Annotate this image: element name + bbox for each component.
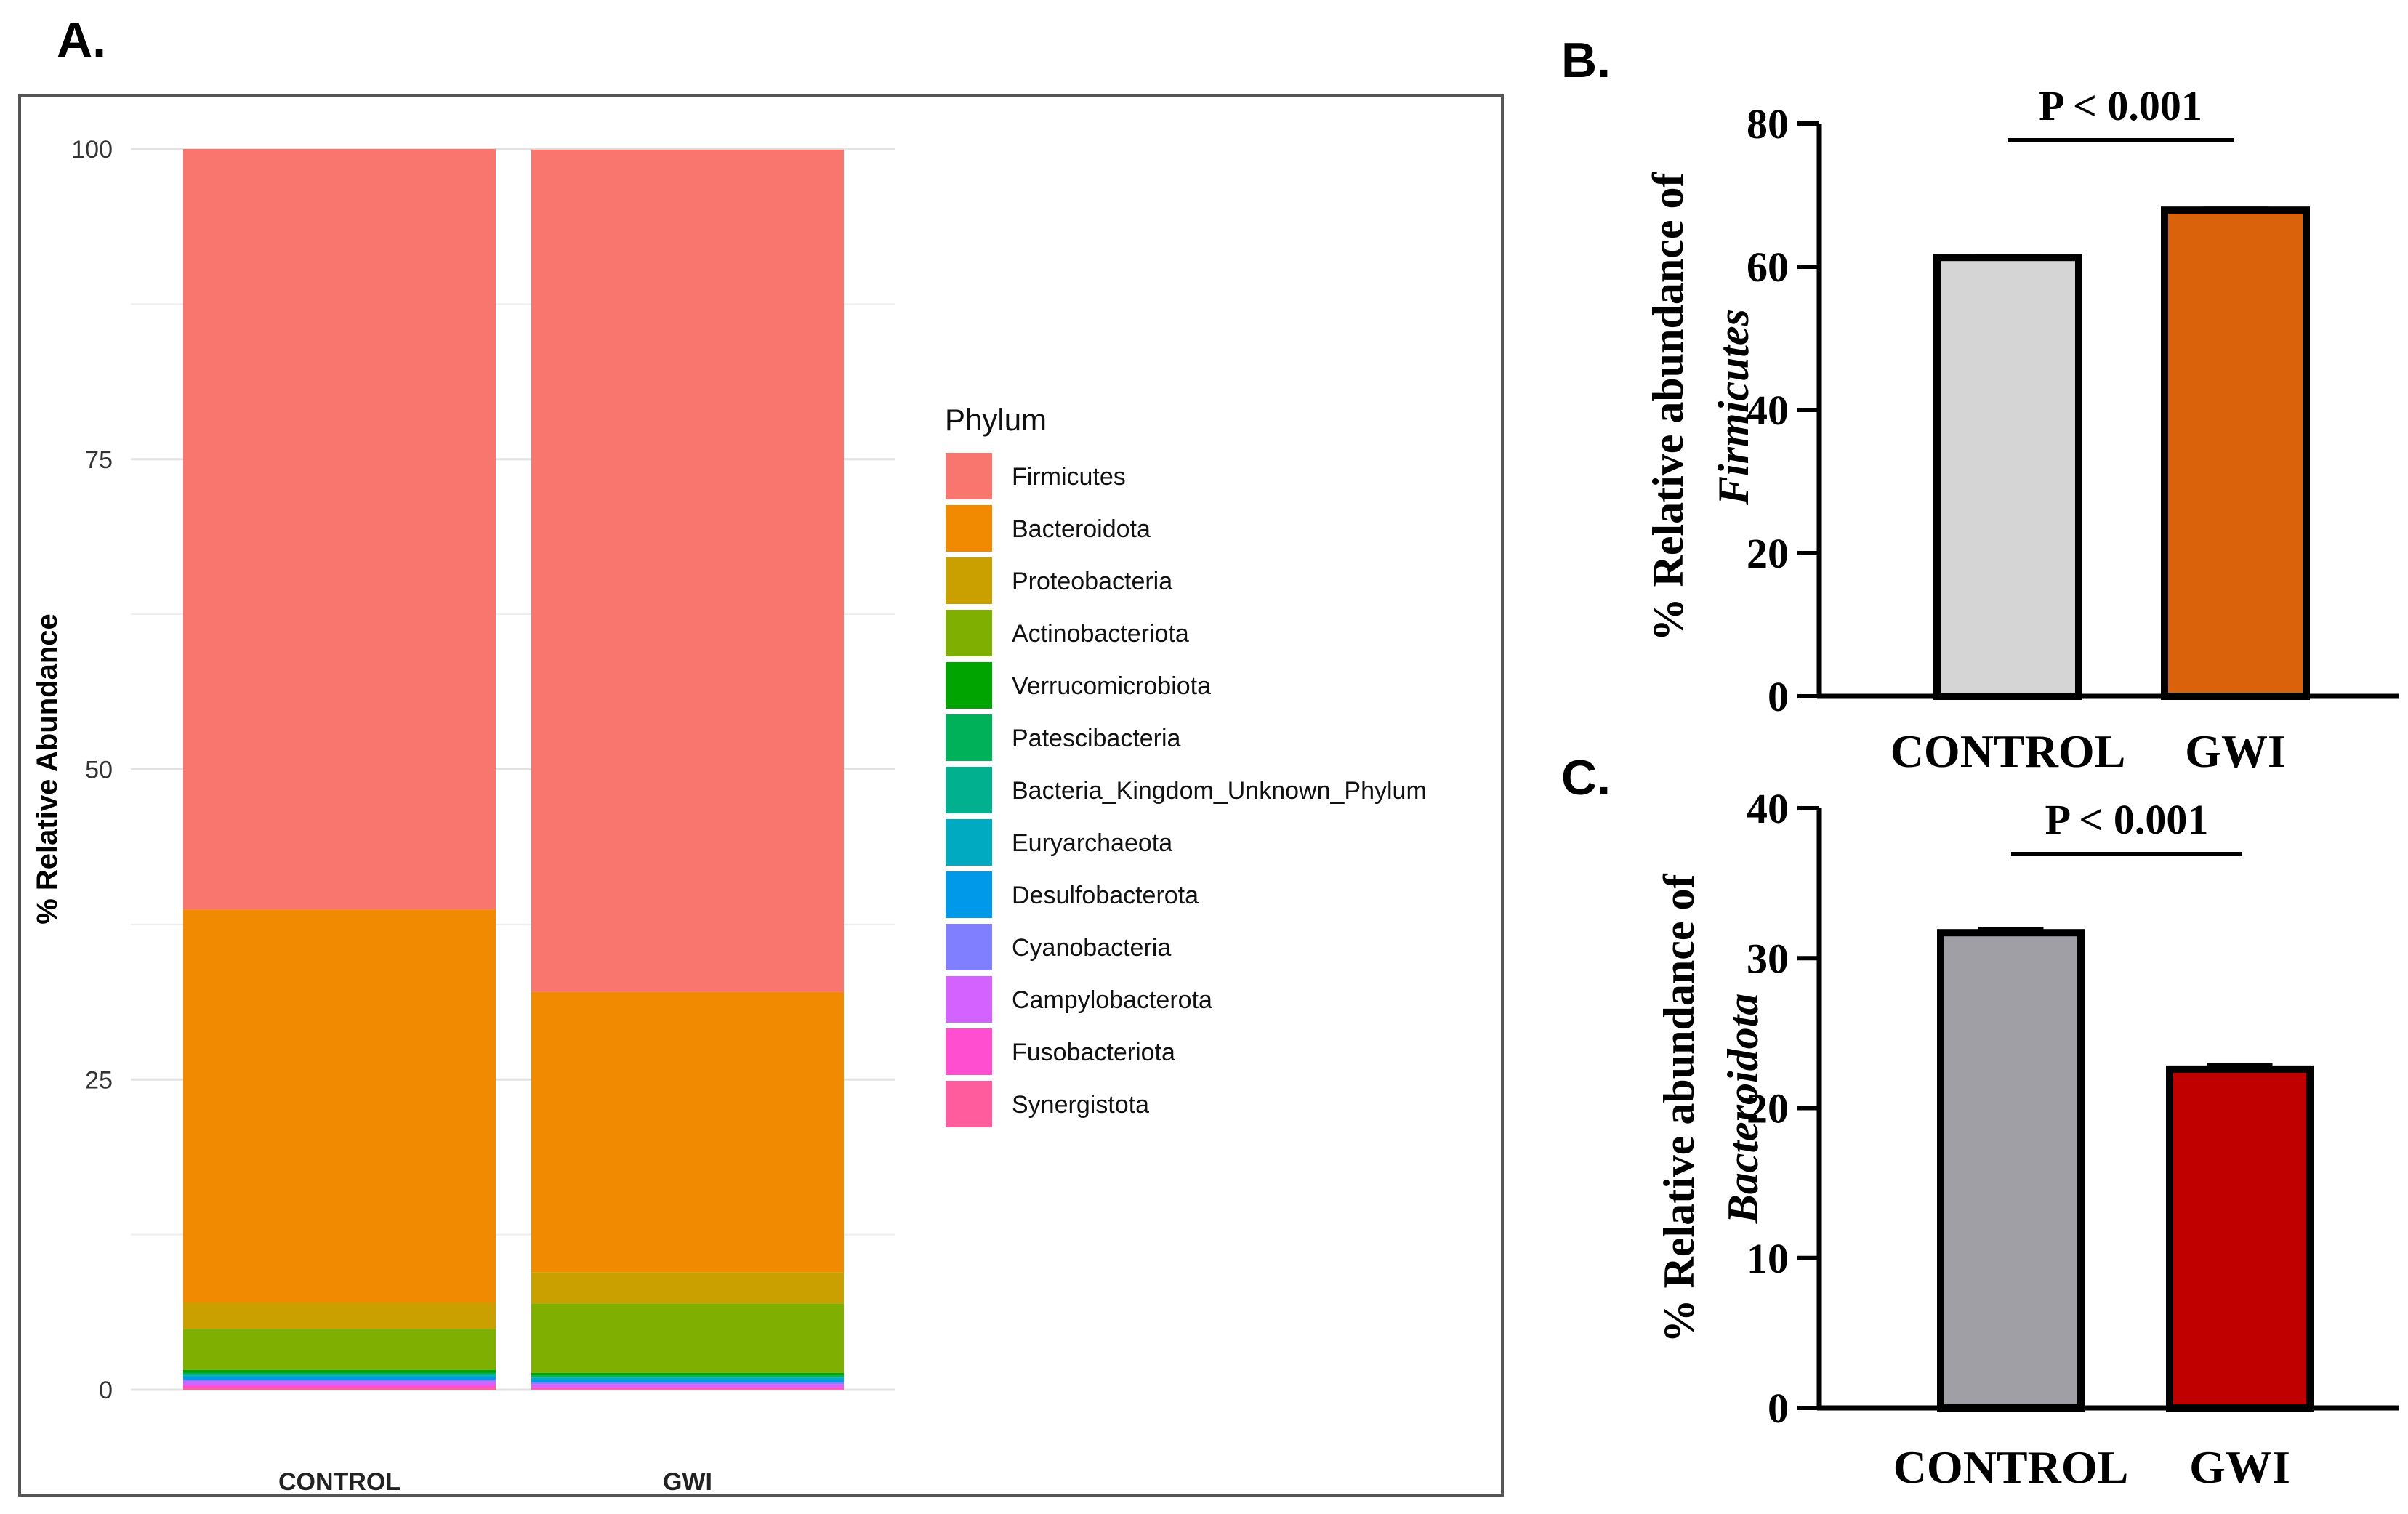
bar-segment-gwi-patescibacteria: [531, 1375, 844, 1377]
bar-segment-gwi-cyanobacteria: [531, 1382, 844, 1385]
legend-label: Patescibacteria: [1012, 725, 1181, 752]
bar-segment-control-bacteria-kingdom-unknown-phylum: [183, 1374, 496, 1376]
bar-segment-control-desulfobacterota: [183, 1377, 496, 1380]
legend-key-actinobacteriota: [944, 608, 994, 658]
y-tick-label: 10: [1747, 1235, 1789, 1282]
bar-segment-gwi-verrucomicrobiota: [531, 1372, 844, 1376]
bar-segment-control-proteobacteria: [183, 1302, 496, 1329]
bar-segment-gwi-synergistota: [531, 1389, 844, 1390]
bar-segment-control-verrucomicrobiota: [183, 1369, 496, 1373]
bar-segment-control-bacteroidota: [183, 909, 496, 1303]
legend-label: Firmicutes: [1012, 463, 1126, 491]
y-axis-label: % Relative abundance of: [1644, 172, 1692, 641]
bar-segment-control-actinobacteriota: [183, 1329, 496, 1370]
panel-a-label: A.: [57, 12, 106, 68]
panel-a-stacked-chart: 0 25 50 75 100 % Relative Abundance CONTROL GWI: [31, 136, 895, 1496]
legend-label: Proteobacteria: [1012, 568, 1172, 595]
legend-label: Cyanobacteria: [1012, 934, 1171, 962]
x-tick-label: GWI: [2189, 1441, 2290, 1493]
legend-key-patescibacteria: [944, 713, 994, 762]
y-tick-label: 60: [1747, 243, 1789, 291]
bar-segment-control-cyanobacteria: [183, 1380, 496, 1382]
legend-label: Fusobacteriota: [1012, 1039, 1175, 1066]
legend-label: Verrucomicrobiota: [1012, 672, 1211, 700]
legend-label: Synergistota: [1012, 1091, 1149, 1119]
y-tick-label: 20: [1747, 530, 1789, 577]
bar-segment-gwi-bacteria-kingdom-unknown-phylum: [531, 1377, 844, 1378]
bar-segment-gwi-firmicutes: [531, 149, 844, 992]
legend-key-fusobacteriota: [944, 1027, 994, 1076]
y-tick-label: 40: [1747, 785, 1789, 832]
x-tick-label: GWI: [2185, 725, 2286, 777]
legend-label: Euryarchaeota: [1012, 829, 1172, 857]
y-tick-label: 0: [1768, 673, 1789, 720]
y-axis-label: % Relative abundance of: [1655, 873, 1703, 1342]
legend-key-synergistota: [944, 1079, 994, 1129]
bar-segment-control-firmicutes: [183, 149, 496, 910]
bar-segment-control-euryarchaeota: [183, 1375, 496, 1377]
x-tick-label: CONTROL: [1893, 1441, 2129, 1493]
bar-segment-control-campylobacterota: [183, 1381, 496, 1386]
legend-label: Desulfobacterota: [1012, 882, 1199, 909]
x-tick-label: GWI: [663, 1468, 712, 1496]
legend-label: Actinobacteriota: [1012, 620, 1189, 648]
legend-key-proteobacteria: [944, 556, 994, 605]
legend-label: Campylobacterota: [1012, 986, 1212, 1014]
bar-segment-gwi-fusobacteriota: [531, 1387, 844, 1390]
bar-segment-control-patescibacteria: [183, 1372, 496, 1374]
bar-segment-gwi-actinobacteriota: [531, 1303, 844, 1373]
legend-title: Phylum: [945, 403, 1047, 437]
bar-control: [1937, 929, 2085, 1412]
bar-segment-gwi-euryarchaeota: [531, 1377, 844, 1380]
y-tick-label: 30: [1747, 935, 1789, 982]
bar-segment-gwi-campylobacterota: [531, 1384, 844, 1388]
y-axis-label-taxon: Bacteroidota: [1719, 994, 1767, 1225]
y-tick-label: 80: [1747, 100, 1789, 148]
legend-key-cyanobacteria: [944, 922, 994, 972]
p-value-annotation: P < 0.001: [2045, 796, 2209, 843]
panel-c-label: C.: [1561, 750, 1611, 805]
bar-gwi: [2166, 1065, 2314, 1412]
x-tick-label: CONTROL: [1890, 725, 2126, 777]
y-tick-label: 25: [85, 1066, 113, 1094]
panel-b-label: B.: [1561, 33, 1611, 88]
panel-b-bar-chart: 0 20 40 60 80 CONTROL GWI P < 0.001 % Relative a…: [1644, 82, 2399, 777]
legend-key-bacteroidota: [944, 504, 994, 553]
y-tick-label: 40: [1747, 387, 1789, 434]
y-tick-label: 0: [99, 1377, 113, 1404]
x-tick-label: CONTROL: [278, 1468, 400, 1496]
panel-c-bar-chart: 0 10 20 30 40 CONTROL GWI P < 0.001 % Relative a…: [1655, 785, 2399, 1493]
legend-key-firmicutes: [944, 451, 994, 501]
bar-gwi: [2161, 206, 2310, 700]
y-tick-label: 50: [85, 757, 113, 784]
y-tick-label: 20: [1747, 1085, 1789, 1132]
legend-key-euryarchaeota: [944, 818, 994, 867]
p-value-annotation: P < 0.001: [2039, 82, 2202, 129]
legend-key-campylobacterota: [944, 975, 994, 1024]
bar-segment-control-synergistota: [183, 1388, 496, 1390]
y-tick-label: 75: [85, 446, 113, 474]
legend-key-bacteria-kingdom-unknown-phylum: [944, 765, 994, 815]
y-axis-label: % Relative Abundance: [31, 613, 63, 925]
bar-segment-gwi-proteobacteria: [531, 1272, 844, 1304]
y-tick-label: 100: [71, 136, 113, 164]
y-axis-label-taxon: Firmicutes: [1710, 309, 1757, 506]
bar-segment-gwi-bacteroidota: [531, 991, 844, 1273]
legend: Phylum Firmicutes Bacteroidota Proteobacter…: [944, 403, 1427, 1129]
bar-segment-control-fusobacteriota: [183, 1385, 496, 1388]
legend-label: Bacteria_Kingdom_Unknown_Phylum: [1012, 777, 1427, 805]
legend-label: Bacteroidota: [1012, 515, 1151, 543]
legend-key-verrucomicrobiota: [944, 661, 994, 710]
bar-control: [1933, 254, 2082, 700]
bar-segment-gwi-desulfobacterota: [531, 1380, 844, 1382]
legend-key-desulfobacterota: [944, 870, 994, 919]
y-tick-label: 0: [1768, 1385, 1789, 1432]
